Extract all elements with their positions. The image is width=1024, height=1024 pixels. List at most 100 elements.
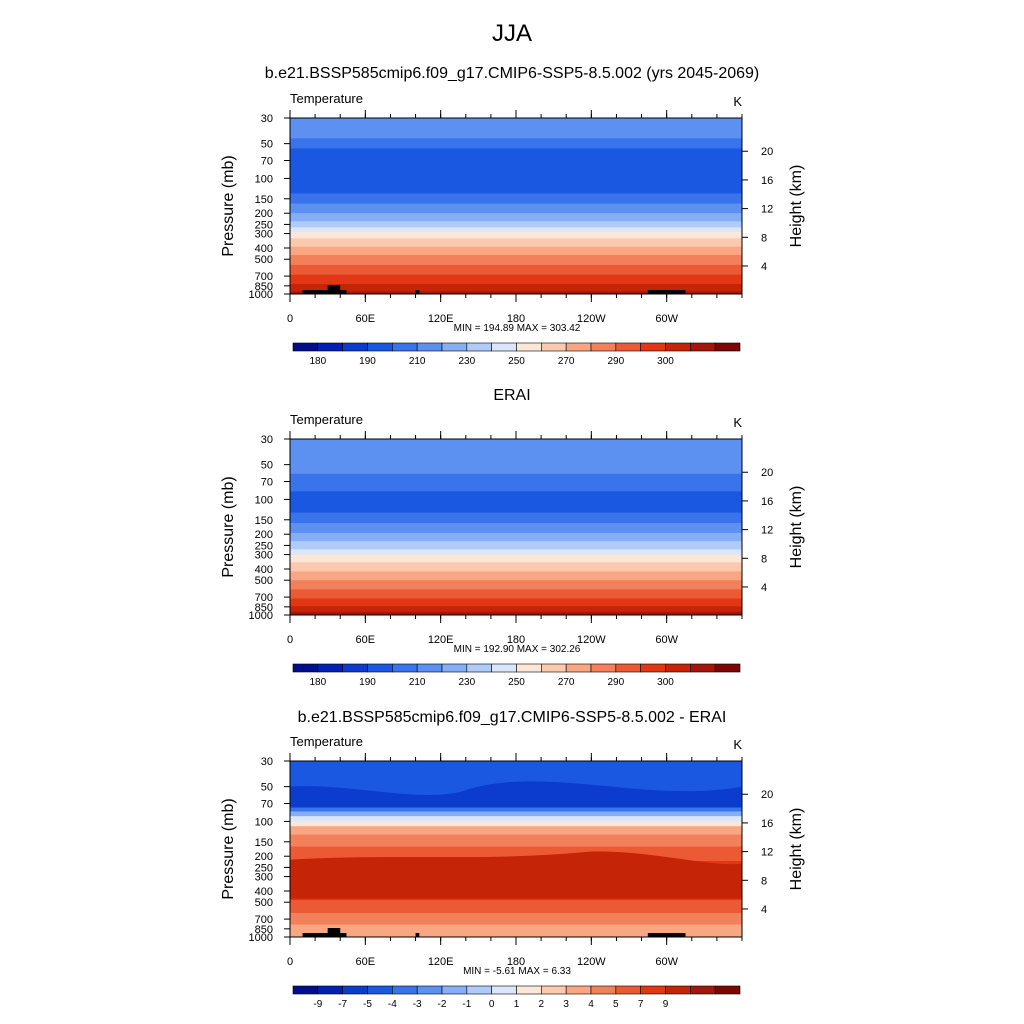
y-tick-label: 500 <box>255 897 273 909</box>
contour-band <box>290 571 742 581</box>
colorbar: 180 190 210 230 250 270 290 300 <box>292 663 741 688</box>
y2-tick-label: 20 <box>761 467 773 479</box>
colorbar-swatch <box>466 985 492 995</box>
contour-field <box>290 118 742 294</box>
colorbar-swatch <box>615 663 641 673</box>
y-tick-label: 250 <box>255 219 273 231</box>
contour-band <box>290 924 742 937</box>
colorbar-label: 300 <box>657 677 674 688</box>
y-tick-label: 500 <box>255 254 273 266</box>
colorbar-swatch <box>441 342 468 352</box>
y-tick-label: 150 <box>255 837 273 849</box>
colorbar-label: 4 <box>588 999 594 1010</box>
contour-band <box>290 611 742 615</box>
colorbar-swatch <box>516 342 542 352</box>
colorbar-label: 210 <box>409 677 426 688</box>
y-tick-label: 300 <box>255 229 273 241</box>
x-tick-label: 120W <box>577 634 606 646</box>
colorbar-swatch <box>342 663 368 673</box>
colorbar-swatch <box>441 663 468 673</box>
colorbar-swatch <box>416 985 443 995</box>
colorbar-swatch <box>392 342 418 352</box>
contour-band <box>290 523 742 534</box>
contour-band <box>290 532 742 542</box>
y-tick-label: 50 <box>261 460 273 472</box>
colorbar-label: 9 <box>663 999 669 1010</box>
y-tick-label: 70 <box>261 156 273 168</box>
y-tick-label: 700 <box>255 914 273 926</box>
y-tick-label: 300 <box>255 872 273 884</box>
topography <box>415 933 420 937</box>
colorbar-swatch <box>416 663 443 673</box>
colorbar-swatch <box>615 985 641 995</box>
y-tick-label: 1000 <box>249 932 273 944</box>
colorbar-label: -1 <box>462 999 471 1010</box>
y2-tick-label: 12 <box>761 525 773 537</box>
y2-tick-label: 8 <box>761 232 767 244</box>
y2-tick-label: 8 <box>761 875 767 887</box>
colorbar-swatch <box>714 663 741 673</box>
topography <box>647 933 686 937</box>
y-tick-label: 400 <box>255 886 273 898</box>
colorbar-swatch <box>367 985 393 995</box>
y2-tick-label: 16 <box>761 818 773 830</box>
colorbar-swatch <box>640 663 666 673</box>
x-tick-label: 60W <box>655 313 678 325</box>
colorbar-label: 180 <box>309 677 326 688</box>
contour-band <box>290 900 742 914</box>
contour-band <box>290 834 742 848</box>
y2-tick-label: 12 <box>761 847 773 859</box>
topography <box>327 285 341 294</box>
chart-title: ERAI <box>493 387 530 404</box>
colorbar-swatch <box>292 985 319 995</box>
chart-title: b.e21.BSSP585cmip6.f09_g17.CMIP6-SSP5-8.… <box>265 65 760 82</box>
y2-tick-label: 20 <box>761 146 773 158</box>
y-tick-label: 700 <box>255 592 273 604</box>
units-label: K <box>733 737 742 752</box>
y-tick-label: 700 <box>255 271 273 283</box>
colorbar-swatch <box>416 342 443 352</box>
colorbar-label: 230 <box>458 677 475 688</box>
y-tick-label: 300 <box>255 550 273 562</box>
contour-region <box>290 851 742 899</box>
chart-panel-3: b.e21.BSSP585cmip6.f09_g17.CMIP6-SSP5-8.… <box>220 709 805 1010</box>
x-tick-label: 120E <box>428 634 454 646</box>
x-tick-label: 0 <box>287 313 293 325</box>
colorbar-swatch <box>466 663 492 673</box>
min-max-stats: MIN = -5.61 MAX = 6.33 <box>463 966 571 977</box>
colorbar-label: 210 <box>409 356 426 367</box>
x-tick-label: 180 <box>507 956 525 968</box>
colorbar-swatch <box>690 342 716 352</box>
colorbar-label: 230 <box>458 356 475 367</box>
y2-axis-label: Height (km) <box>788 808 805 891</box>
y-tick-label: 400 <box>255 564 273 576</box>
y2-tick-label: 16 <box>761 175 773 187</box>
contour-band <box>290 826 742 836</box>
y-tick-label: 850 <box>255 281 273 293</box>
contour-band <box>290 541 742 550</box>
x-tick-label: 60W <box>655 956 678 968</box>
contour-band <box>290 913 742 926</box>
contour-band <box>290 473 742 492</box>
colorbar-label: -7 <box>338 999 347 1010</box>
colorbar-label: -2 <box>438 999 447 1010</box>
y2-tick-label: 20 <box>761 789 773 801</box>
colorbar-label: -4 <box>388 999 397 1010</box>
colorbar-label: 250 <box>508 356 525 367</box>
colorbar-label: 250 <box>508 677 525 688</box>
contour-band <box>290 183 742 195</box>
colorbar-swatch <box>367 342 393 352</box>
contour-band <box>290 193 742 205</box>
colorbar-label: 290 <box>607 356 624 367</box>
contour-band <box>290 203 742 214</box>
colorbar-swatch <box>342 342 368 352</box>
contour-band <box>290 491 742 514</box>
page-title: JJA <box>491 20 532 47</box>
chart-panel-1: b.e21.BSSP585cmip6.f09_g17.CMIP6-SSP5-8.… <box>220 65 805 367</box>
y-tick-label: 250 <box>255 540 273 552</box>
contour-band <box>290 221 742 228</box>
y-axis-label: Pressure (mb) <box>220 476 237 577</box>
colorbar-label: -9 <box>313 999 322 1010</box>
x-tick-label: 60W <box>655 634 678 646</box>
colorbar-swatch <box>714 342 741 352</box>
